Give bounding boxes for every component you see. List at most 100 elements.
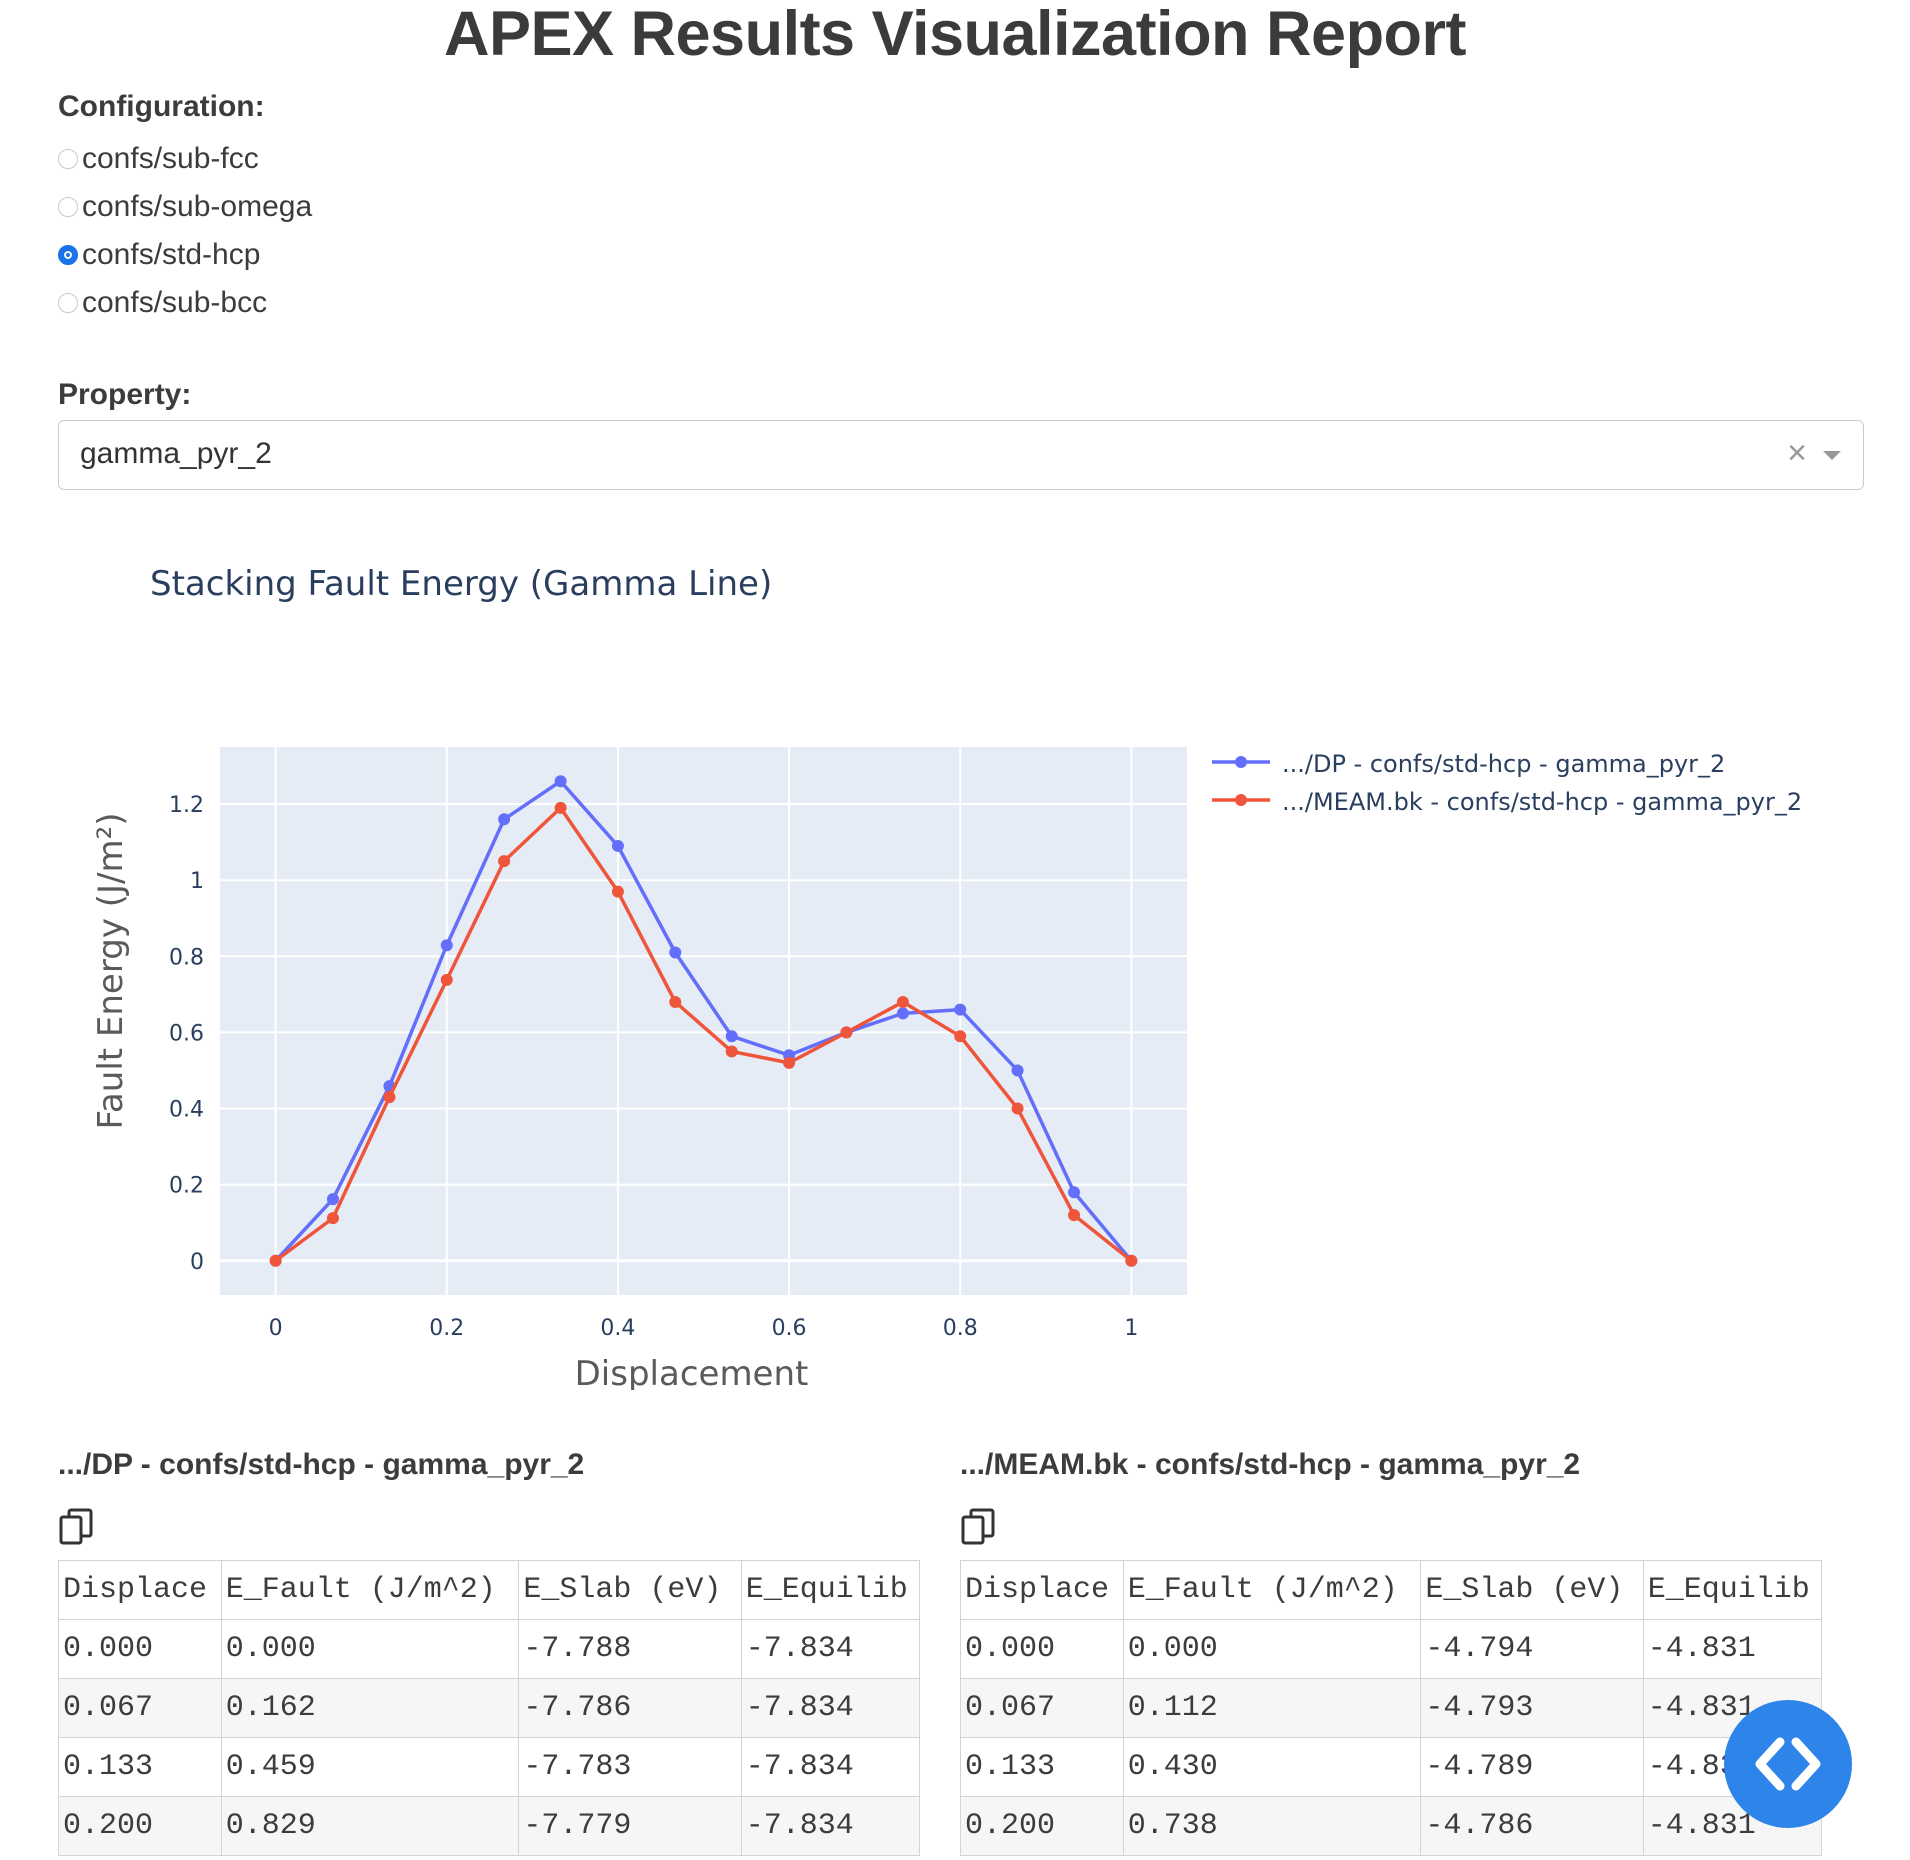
table-cell[interactable]: 0.829 <box>220 1796 520 1856</box>
data-point <box>383 1091 396 1104</box>
y-tick-label: 1.2 <box>169 793 204 818</box>
copy-icon[interactable] <box>58 1508 94 1553</box>
table-cell[interactable]: -4.789 <box>1420 1737 1644 1797</box>
y-tick-label: 0.6 <box>169 1021 204 1046</box>
column-header[interactable]: E_Fault (J/m^2) <box>1122 1560 1422 1620</box>
table-cell[interactable]: 0.162 <box>220 1678 520 1738</box>
data-point <box>1011 1102 1024 1115</box>
table-title-dp: .../DP - confs/std-hcp - gamma_pyr_2 <box>58 1448 585 1481</box>
table-cell[interactable]: 0.000 <box>220 1619 520 1679</box>
table-cell[interactable]: -7.786 <box>518 1678 742 1738</box>
copy-icon[interactable] <box>960 1508 996 1553</box>
column-header[interactable]: E_Fault (J/m^2) <box>220 1560 520 1620</box>
radio-option-std-hcp[interactable]: confs/std-hcp <box>58 231 312 279</box>
y-tick-label: 0.2 <box>169 1174 204 1199</box>
table-cell[interactable]: 0.112 <box>1122 1678 1422 1738</box>
data-point <box>725 1030 738 1043</box>
table-cell[interactable]: -4.793 <box>1420 1678 1644 1738</box>
data-point <box>1068 1209 1081 1222</box>
radio-button-selected[interactable] <box>58 245 78 265</box>
table-row: 0.000 0.000 -7.788 -7.834 <box>58 1619 920 1679</box>
code-icon <box>1755 1737 1821 1791</box>
data-point <box>896 1007 909 1020</box>
column-header[interactable]: E_Equilib <box>1642 1560 1822 1620</box>
table-cell[interactable]: 0.000 <box>58 1619 222 1679</box>
data-point <box>840 1026 853 1039</box>
y-axis-label: Fault Energy (J/m²) <box>91 812 131 1129</box>
table-header-row: Displace E_Fault (J/m^2) E_Slab (eV) E_E… <box>960 1560 1822 1620</box>
table-cell[interactable]: 0.430 <box>1122 1737 1422 1797</box>
radio-button[interactable] <box>58 293 78 313</box>
data-point <box>440 973 453 986</box>
radio-option-sub-fcc[interactable]: confs/sub-fcc <box>58 135 312 183</box>
table-cell[interactable]: 0.200 <box>960 1796 1124 1856</box>
column-header[interactable]: Displace <box>58 1560 222 1620</box>
clear-icon[interactable]: × <box>1787 434 1807 472</box>
table-cell[interactable]: -7.834 <box>740 1678 920 1738</box>
x-tick-label: 0 <box>269 1316 283 1341</box>
radio-option-label: confs/sub-omega <box>82 190 313 223</box>
table-cell[interactable]: -7.834 <box>740 1737 920 1797</box>
page-title: APEX Results Visualization Report <box>443 0 1467 69</box>
table-row: 0.067 0.112 -4.793 -4.831 <box>960 1678 1822 1738</box>
table-cell[interactable]: -7.779 <box>518 1796 742 1856</box>
column-header[interactable]: E_Slab (eV) <box>518 1560 742 1620</box>
property-label: Property: <box>58 378 192 411</box>
table-cell[interactable]: 0.738 <box>1122 1796 1422 1856</box>
table-cell[interactable]: -7.783 <box>518 1737 742 1797</box>
table-cell[interactable]: 0.000 <box>960 1619 1124 1679</box>
gamma-line-chart: Stacking Fault Energy (Gamma Line) 0 0.2 0.… <box>91 564 1802 1390</box>
series-line <box>274 806 1133 1263</box>
x-tick-label: 0.4 <box>600 1316 635 1341</box>
legend-label: .../MEAM.bk - confs/std-hcp - gamma_pyr_… <box>1282 788 1802 816</box>
series-line <box>274 779 1133 1262</box>
radio-button[interactable] <box>58 197 78 217</box>
chart-title: Stacking Fault Energy (Gamma Line) <box>150 564 772 604</box>
column-header[interactable]: E_Equilib <box>740 1560 920 1620</box>
table-cell[interactable]: -4.786 <box>1420 1796 1644 1856</box>
table-cell[interactable]: 0.067 <box>58 1678 222 1738</box>
table-cell[interactable]: -4.794 <box>1420 1619 1644 1679</box>
legend-marker <box>1235 794 1247 806</box>
data-point <box>954 1003 967 1016</box>
table-cell[interactable]: -7.834 <box>740 1619 920 1679</box>
plot-background <box>220 747 1187 1295</box>
data-point <box>1011 1064 1024 1077</box>
table-cell[interactable]: 0.067 <box>960 1678 1124 1738</box>
y-tick-label: 0.8 <box>169 945 204 970</box>
radio-option-label: confs/std-hcp <box>82 238 261 271</box>
radio-option-sub-bcc[interactable]: confs/sub-bcc <box>58 279 312 327</box>
table-header-row: Displace E_Fault (J/m^2) E_Slab (eV) E_E… <box>58 1560 920 1620</box>
table-cell[interactable]: -7.834 <box>740 1796 920 1856</box>
x-tick-label: 0.8 <box>943 1316 978 1341</box>
table-cell[interactable]: 0.459 <box>220 1737 520 1797</box>
y-tick-label: 0 <box>190 1250 204 1275</box>
data-point <box>954 1030 967 1043</box>
table-cell[interactable]: 0.000 <box>1122 1619 1422 1679</box>
x-tick-label: 0.2 <box>429 1316 464 1341</box>
property-dropdown[interactable]: gamma_pyr_2 × <box>58 420 1864 490</box>
x-tick-label: 0.6 <box>772 1316 807 1341</box>
data-point <box>611 839 624 852</box>
table-cell[interactable]: 0.133 <box>58 1737 222 1797</box>
data-point <box>554 801 567 814</box>
table-row: 0.133 0.459 -7.783 -7.834 <box>58 1737 920 1797</box>
data-point <box>440 939 453 952</box>
table-cell[interactable]: -7.788 <box>518 1619 742 1679</box>
property-dropdown-value: gamma_pyr_2 <box>80 437 272 470</box>
data-point <box>326 1193 339 1206</box>
table-cell[interactable]: 0.133 <box>960 1737 1124 1797</box>
data-point <box>669 946 682 959</box>
code-toggle-button[interactable] <box>1724 1700 1852 1828</box>
data-point <box>611 885 624 898</box>
table-cell[interactable]: 0.200 <box>58 1796 222 1856</box>
column-header[interactable]: Displace <box>960 1560 1124 1620</box>
data-point <box>326 1212 339 1225</box>
x-axis-label: Displacement <box>575 1354 809 1390</box>
radio-button[interactable] <box>58 149 78 169</box>
radio-option-sub-omega[interactable]: confs/sub-omega <box>58 183 312 231</box>
column-header[interactable]: E_Slab (eV) <box>1420 1560 1644 1620</box>
chevron-down-icon[interactable] <box>1823 451 1841 460</box>
table-cell[interactable]: -4.831 <box>1642 1619 1822 1679</box>
data-point <box>783 1056 796 1069</box>
